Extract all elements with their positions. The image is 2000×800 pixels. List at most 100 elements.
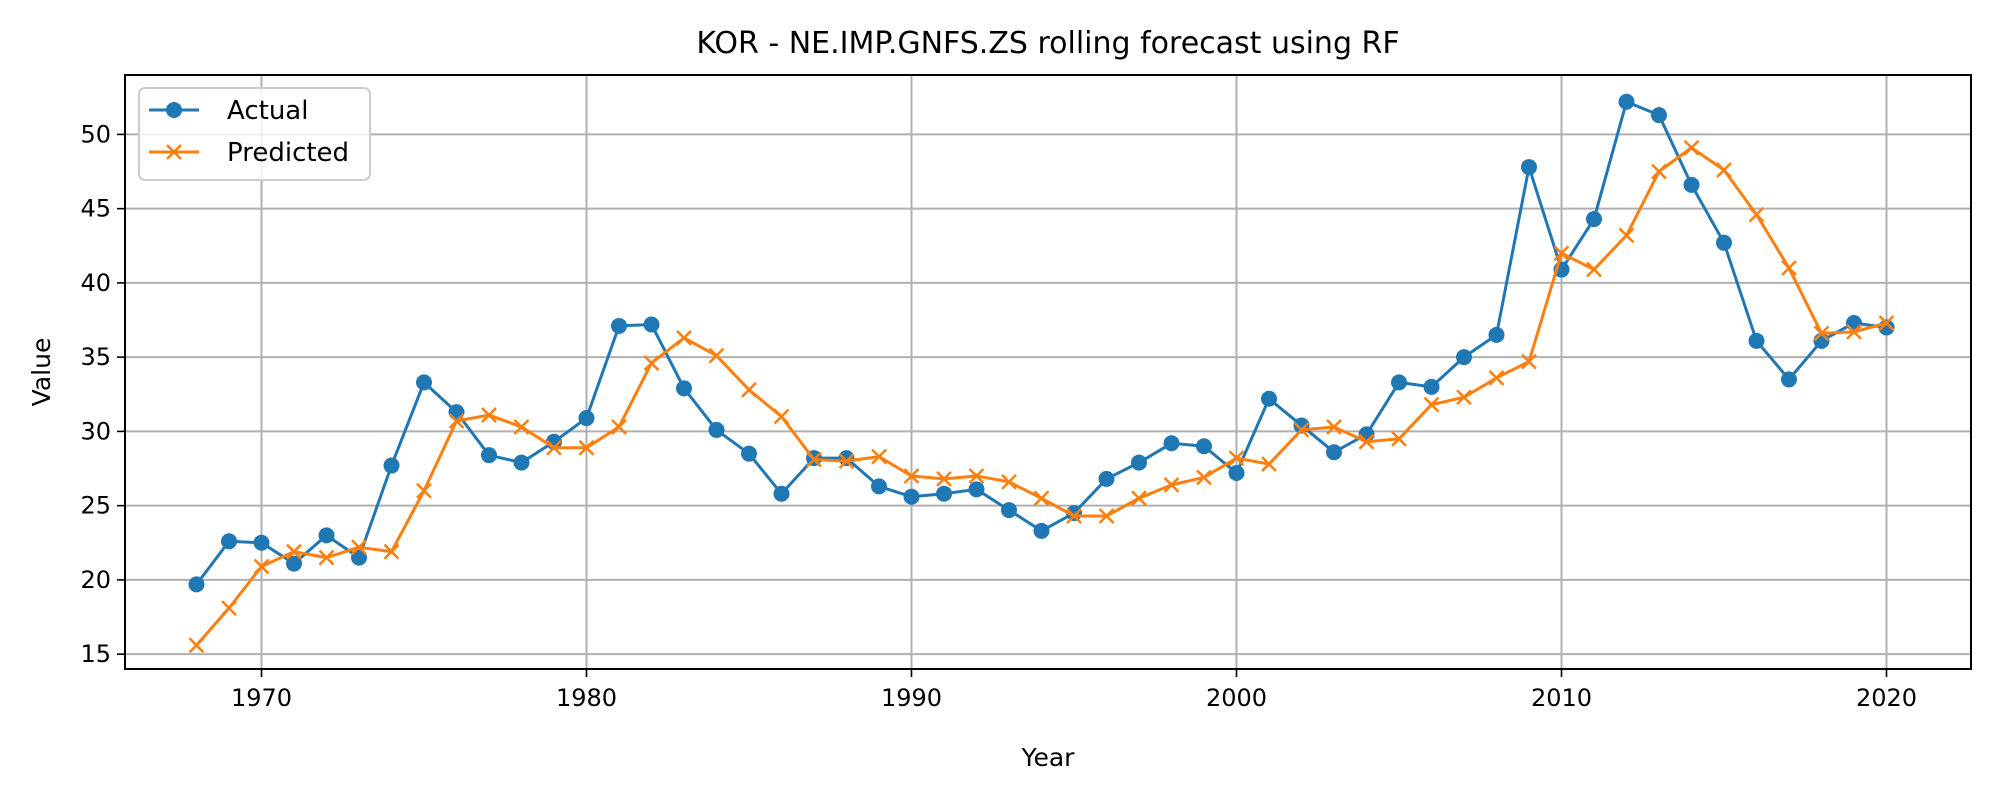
y-axis-label: Value <box>27 338 56 407</box>
point-predicted-2018 <box>1813 325 1830 342</box>
point-actual-1978 <box>513 454 530 471</box>
point-predicted-2016 <box>1748 206 1765 223</box>
point-actual-2018 <box>1813 332 1830 349</box>
point-predicted-2015 <box>1716 162 1732 178</box>
point-predicted-1998 <box>1163 476 1180 493</box>
y-tick-label-35: 35 <box>80 343 111 371</box>
point-actual-1975 <box>416 374 432 391</box>
point-actual-1977 <box>481 447 497 464</box>
point-actual-1992 <box>968 481 985 498</box>
x-tick-label-2020: 2020 <box>1856 684 1917 712</box>
point-predicted-1970 <box>253 558 270 575</box>
point-actual-1982 <box>643 316 660 333</box>
point-actual-2001 <box>1261 390 1277 407</box>
point-actual-1973 <box>351 549 367 566</box>
point-actual-1999 <box>1196 438 1212 455</box>
point-predicted-2013 <box>1651 163 1667 180</box>
point-predicted-1978 <box>513 419 530 435</box>
point-actual-2005 <box>1391 374 1407 391</box>
point-predicted-1996 <box>1098 508 1115 524</box>
point-actual-2019 <box>1846 314 1862 331</box>
point-actual-1968 <box>188 576 205 593</box>
point-predicted-1992 <box>968 468 985 484</box>
point-predicted-2017 <box>1781 260 1797 276</box>
plot-frame <box>124 74 1972 670</box>
legend-marker-predicted <box>166 144 182 160</box>
point-predicted-2020 <box>1878 315 1895 331</box>
y-tick-label-30: 30 <box>80 417 111 445</box>
point-predicted-1982 <box>643 355 660 371</box>
point-predicted-1984 <box>708 347 725 364</box>
point-actual-1985 <box>741 445 757 462</box>
point-predicted-2007 <box>1456 389 1472 406</box>
point-predicted-1976 <box>448 413 465 429</box>
point-predicted-2008 <box>1488 370 1505 386</box>
point-predicted-2010 <box>1553 245 1570 262</box>
point-predicted-1971 <box>286 543 302 560</box>
point-actual-1970 <box>253 534 270 551</box>
point-actual-1997 <box>1131 454 1147 471</box>
point-predicted-1980 <box>578 439 595 456</box>
point-actual-2013 <box>1651 107 1667 124</box>
point-actual-1996 <box>1098 470 1115 487</box>
point-actual-1969 <box>221 533 237 550</box>
point-actual-1986 <box>773 485 790 502</box>
point-predicted-1975 <box>416 482 432 499</box>
point-predicted-1973 <box>351 539 367 556</box>
point-predicted-2012 <box>1618 227 1635 244</box>
point-predicted-1977 <box>481 407 497 423</box>
x-tick-label-1980: 1980 <box>556 684 617 712</box>
legend: Actual Predicted <box>138 87 371 181</box>
point-actual-2014 <box>1683 176 1700 193</box>
point-predicted-1995 <box>1066 508 1082 524</box>
x-tick-label-2000: 2000 <box>1206 684 1267 712</box>
point-actual-2000 <box>1228 464 1245 481</box>
legend-label-actual: Actual <box>227 96 308 126</box>
point-predicted-1989 <box>871 448 887 465</box>
point-actual-1976 <box>448 404 465 421</box>
y-tick-label-25: 25 <box>80 492 111 520</box>
x-tick-label-2010: 2010 <box>1531 684 1592 712</box>
point-actual-2007 <box>1456 349 1472 366</box>
grid <box>125 75 1971 669</box>
point-actual-1989 <box>871 478 887 495</box>
point-actual-1994 <box>1033 522 1050 539</box>
chart-title: KOR - NE.IMP.GNFS.ZS rolling forecast us… <box>696 26 1399 61</box>
series-actual <box>188 93 1895 593</box>
x-axis-label: Year <box>1021 743 1076 772</box>
y-tick-label-15: 15 <box>80 640 111 668</box>
point-predicted-2001 <box>1261 456 1277 472</box>
point-predicted-1969 <box>221 600 237 616</box>
legend-label-predicted: Predicted <box>227 138 349 168</box>
point-actual-2012 <box>1618 93 1635 110</box>
y-tick-label-20: 20 <box>80 566 111 594</box>
point-predicted-1999 <box>1196 469 1212 486</box>
point-predicted-2011 <box>1586 261 1602 278</box>
point-predicted-1985 <box>741 381 757 398</box>
series-predicted <box>188 139 1895 654</box>
point-predicted-1983 <box>676 329 692 346</box>
point-predicted-1987 <box>806 451 822 468</box>
point-actual-1991 <box>936 485 952 502</box>
point-actual-2009 <box>1521 159 1537 176</box>
point-predicted-2009 <box>1521 353 1537 370</box>
point-actual-2015 <box>1716 234 1732 251</box>
point-actual-1990 <box>903 488 920 505</box>
point-predicted-2003 <box>1326 419 1342 435</box>
point-actual-1971 <box>286 555 302 572</box>
point-actual-1984 <box>708 421 725 438</box>
point-actual-2016 <box>1748 332 1765 349</box>
y-tick-label-50: 50 <box>80 120 111 148</box>
point-actual-1974 <box>383 457 400 474</box>
point-actual-1980 <box>578 410 595 427</box>
point-actual-1998 <box>1163 435 1180 452</box>
point-predicted-1981 <box>611 419 627 435</box>
point-predicted-1979 <box>546 439 562 456</box>
point-actual-2011 <box>1586 211 1602 228</box>
y-axis-ticks: 15 20 25 30 35 40 45 50 <box>80 120 125 668</box>
point-predicted-2000 <box>1228 450 1245 467</box>
legend-marker-actual <box>166 102 182 118</box>
point-predicted-2004 <box>1358 433 1375 450</box>
point-predicted-1988 <box>838 453 855 469</box>
point-predicted-1968 <box>188 637 205 654</box>
